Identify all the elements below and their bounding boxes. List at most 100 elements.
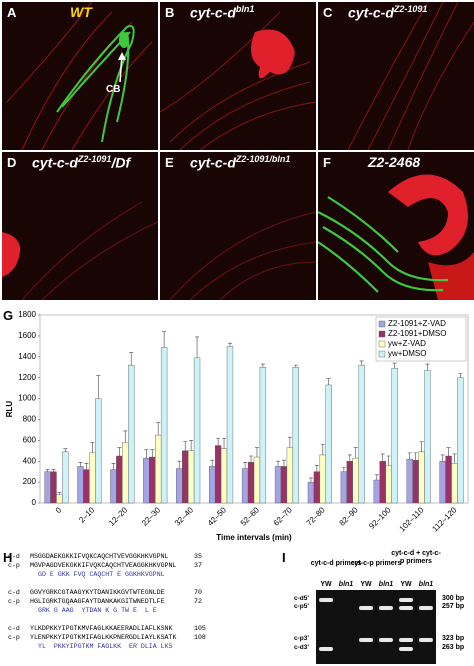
bar — [280, 466, 288, 504]
sequence: MGVPAGDVEKGKKIFVQKCAQCHTVEAGGKHKVGPNL — [30, 562, 177, 569]
bar — [379, 461, 386, 504]
bar — [176, 468, 183, 504]
sequence-name: c-p — [8, 562, 20, 569]
x-tick-label: 2–10 — [77, 505, 96, 524]
bar — [439, 461, 446, 504]
sequence-end: 108 — [194, 634, 206, 641]
error-bar — [222, 437, 227, 449]
x-tick-label: 92–100 — [367, 505, 393, 531]
error-bar — [144, 449, 149, 459]
bar — [155, 434, 162, 504]
bar — [274, 466, 282, 504]
bar — [313, 471, 321, 504]
bar — [445, 455, 452, 504]
error-bar — [57, 492, 62, 495]
error-bar — [452, 453, 457, 464]
panel-title: Z2-2468 — [368, 154, 421, 170]
band — [379, 606, 393, 610]
legend-label: yw+DMSO — [388, 349, 426, 358]
panel-label: A — [7, 5, 17, 20]
bar — [128, 364, 135, 504]
gel-panel: cyt-c-d primers cyt-c-p primers cyt-c-d + … — [280, 548, 474, 666]
bar — [149, 456, 156, 504]
error-bar — [386, 455, 391, 466]
bar — [241, 468, 249, 504]
bar — [418, 451, 425, 504]
bar — [259, 367, 267, 504]
bar — [412, 459, 419, 504]
bar — [340, 471, 348, 504]
panel-label: F — [323, 155, 331, 170]
gel — [316, 590, 436, 664]
lane-label: YW — [360, 581, 372, 588]
lane-label: YW — [400, 581, 412, 588]
y-tick-label: 1200 — [18, 373, 36, 382]
micrograph — [347, 2, 474, 150]
bar — [50, 471, 57, 504]
sequence-end: 72 — [194, 598, 202, 605]
panel-label: C — [323, 5, 333, 20]
bar — [95, 398, 102, 504]
error-bar — [281, 459, 286, 467]
error-bar — [117, 447, 122, 456]
band — [319, 647, 333, 651]
bar — [385, 465, 392, 504]
error-bar — [150, 449, 155, 458]
error-bar — [419, 441, 424, 452]
error-bar — [458, 373, 463, 378]
error-bar — [293, 364, 298, 368]
error-bar — [189, 440, 194, 451]
sequence-name: c-d — [8, 589, 20, 596]
bar — [77, 466, 84, 504]
bar — [44, 471, 51, 504]
legend-label: yw+Z-VAD — [388, 339, 426, 348]
x-tick-label: 42–50 — [206, 505, 228, 527]
x-tick-label: 112–120 — [430, 505, 458, 533]
error-bar — [392, 362, 397, 369]
band — [399, 647, 413, 651]
chart: 0 200 400 600 800 1000 1200 1400 1600 1800 RLU Time… — [5, 310, 469, 542]
x-tick-label: 0 — [54, 505, 64, 515]
sequence-name: c-p — [8, 634, 20, 641]
error-bar — [183, 441, 188, 451]
error-bar — [353, 447, 358, 459]
x-tick-label: 82–90 — [338, 505, 360, 527]
y-tick-label: 200 — [23, 477, 37, 486]
title-suffix: /Df — [111, 154, 131, 171]
bar — [358, 364, 365, 504]
error-bar — [374, 474, 379, 481]
error-bar — [254, 447, 259, 458]
consensus: GRK G AAG YTDAN K G TW E L E — [38, 607, 157, 614]
error-bar — [308, 477, 313, 483]
bar — [122, 442, 129, 504]
panel-e: E cyt-c-dZ2-1091/bln1 — [160, 152, 316, 300]
panel-f: F Z2-2468 — [318, 152, 474, 300]
micrograph — [169, 211, 316, 300]
band-label: c-p5' — [294, 603, 309, 610]
panel-title: cyt-c-dbln1 — [190, 4, 254, 21]
panel-title: WT — [70, 4, 92, 20]
sequence-name: c-d — [8, 553, 20, 560]
error-bar — [111, 463, 116, 470]
band-label: c-p3' — [294, 635, 309, 642]
bar — [253, 456, 261, 504]
micrograph — [6, 2, 153, 150]
lane-label: bln1 — [418, 581, 434, 588]
panel-label: I — [282, 550, 286, 565]
bar — [209, 466, 216, 504]
band-label: c-d3' — [294, 644, 309, 651]
bar — [226, 346, 234, 504]
bar — [83, 469, 90, 504]
bar — [143, 457, 150, 504]
title-text: cyt-c-d — [348, 4, 394, 21]
alignment: c-d MSGGDAEKGKKIFVQKCAQCHTVEVGGKHKVGPNL 35… — [8, 552, 268, 664]
error-bar — [51, 469, 56, 472]
error-bar — [425, 363, 430, 371]
panel-a: A WT CB — [2, 2, 158, 150]
bar — [319, 454, 326, 504]
band-label: c-d5' — [294, 595, 309, 602]
sequence: MSGGDAEKGKKIFVQKCAQCHTVEVGGKHKVGPNL — [30, 553, 169, 560]
error-bar — [195, 336, 200, 358]
title-text: cyt-c-d — [190, 154, 236, 171]
